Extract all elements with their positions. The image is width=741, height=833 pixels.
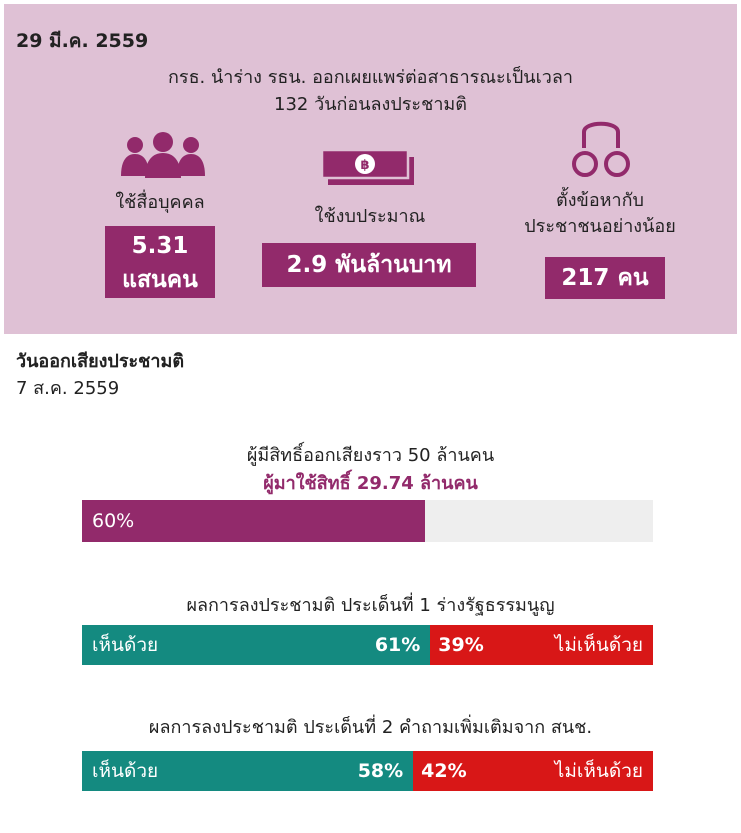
handcuffs-icon xyxy=(572,121,630,177)
issue1-agree-percent: 61% xyxy=(374,634,421,656)
issue2-agree-percent: 58% xyxy=(357,760,404,782)
issue2-agree-bar xyxy=(82,751,414,791)
intro-line-2: 132 วันก่อนลงประชามติ xyxy=(274,94,467,115)
turnout-bar-track: 60% xyxy=(82,500,653,542)
issue1-disagree-name: ไม่เห็นด้วย xyxy=(554,634,643,656)
issue1-title: ผลการลงประชามติ ประเด็นที่ 1 ร่างรัฐธรรม… xyxy=(186,595,555,616)
issue1-disagree-bar xyxy=(430,625,653,665)
issue2-disagree-percent: 42% xyxy=(421,760,467,782)
issue1-bar: เห็นด้วย 61% 39% ไม่เห็นด้วย xyxy=(82,625,653,665)
vote-date-title: วันออกเสียงประชามติ xyxy=(16,351,185,372)
svg-text:฿: ฿ xyxy=(360,158,369,173)
issue2-bar: เห็นด้วย 58% 42% ไม่เห็นด้วย xyxy=(82,751,653,791)
people-group-icon xyxy=(121,132,205,178)
issue2-disagree-name: ไม่เห็นด้วย xyxy=(554,760,643,782)
intro-line-1: กรธ. นำร่าง รธน. ออกเผยแพร่ต่อสาธารณะเป็… xyxy=(168,67,573,88)
vote-date-block: วันออกเสียงประชามติ 7 ส.ค. 2559 xyxy=(16,348,184,402)
issue2-title: ผลการลงประชามติ ประเด็นที่ 2 คำถามเพิ่มเ… xyxy=(148,717,593,738)
stat-value-personnel: 5.31 แสนคน xyxy=(105,226,215,298)
intro-text: กรธ. นำร่าง รธน. ออกเผยแพร่ต่อสาธารณะเป็… xyxy=(0,64,741,118)
stat-label-personnel: ใช้สื่อบุคคล xyxy=(115,192,205,213)
stat-label-budget: ใช้งบประมาณ xyxy=(314,206,426,227)
issue1-disagree-percent: 39% xyxy=(438,634,484,656)
vote-date: 7 ส.ค. 2559 xyxy=(16,378,120,399)
turnout-bar-fill xyxy=(82,500,425,542)
issue1-agree-bar xyxy=(82,625,431,665)
stat-label-charged: ตั้งข้อหากับ ประชาชนอย่างน้อย xyxy=(524,190,676,237)
publish-date: 29 มี.ค. 2559 xyxy=(16,30,149,52)
stat-value-budget: 2.9 พันล้านบาท xyxy=(262,243,476,287)
issue2-agree-name: เห็นด้วย xyxy=(92,760,159,782)
eligible-voters: ผู้มีสิทธิ์ออกเสียงราว 50 ล้านคน xyxy=(246,445,495,466)
turnout-voters: ผู้มาใช้สิทธิ์ 29.74 ล้านคน xyxy=(263,473,478,494)
issue1-agree-name: เห็นด้วย xyxy=(92,634,159,656)
stat-value-charged: 217 คน xyxy=(545,257,665,299)
banknote-icon: ฿ xyxy=(320,148,414,185)
turnout-percent-label: 60% xyxy=(92,510,135,532)
issue2-disagree-bar xyxy=(413,751,653,791)
